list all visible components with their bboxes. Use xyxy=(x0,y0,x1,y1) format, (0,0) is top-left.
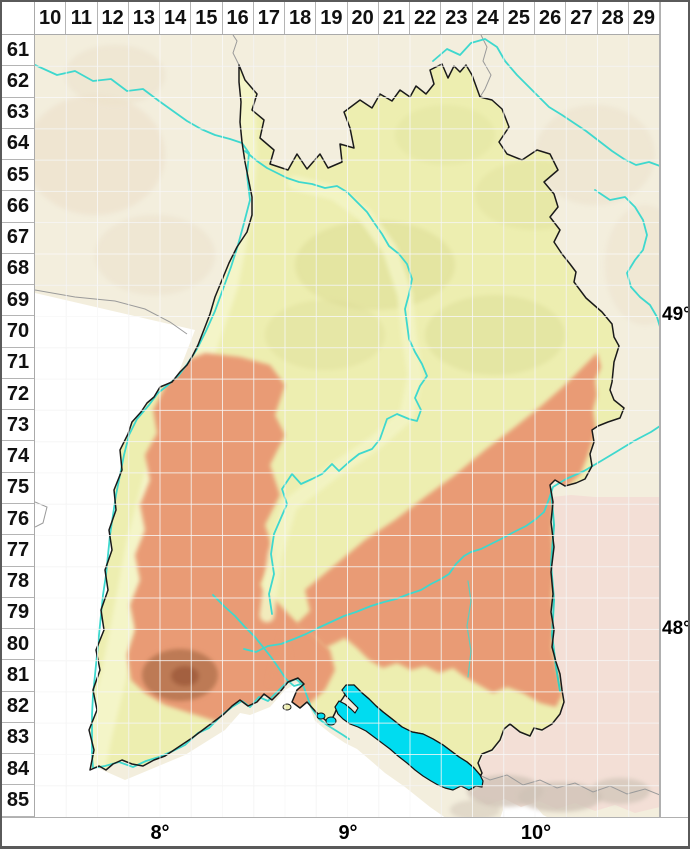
column-label: 21 xyxy=(378,2,410,34)
row-label: 70 xyxy=(2,316,34,348)
column-label: 14 xyxy=(160,2,192,34)
row-label: 76 xyxy=(2,503,34,536)
river-woernitz xyxy=(594,189,660,328)
column-label: 17 xyxy=(253,2,285,34)
column-label: 15 xyxy=(191,2,223,34)
row-label: 68 xyxy=(2,253,34,286)
latitude-label-48: 48° xyxy=(662,618,690,640)
neckar-valley-strip xyxy=(259,175,423,623)
column-label: 23 xyxy=(441,2,473,34)
column-label: 26 xyxy=(535,2,567,34)
column-label: 10 xyxy=(35,2,67,34)
row-label: 65 xyxy=(2,160,34,192)
column-label: 27 xyxy=(566,2,598,34)
bavaria-region xyxy=(471,495,660,813)
row-header: 61 62 63 64 65 66 67 68 69 70 71 72 73 74 75 76 77 78 79 80… xyxy=(2,35,35,817)
column-header: 10 11 12 13 14 15 16 17 18 19 20 21 22 23 24 25 26 27 28 29 xyxy=(35,2,660,35)
row-label: 66 xyxy=(2,191,34,223)
row-label: 61 xyxy=(2,35,34,67)
grid-corner-cell xyxy=(2,2,35,35)
foreign-white-region xyxy=(35,293,547,817)
column-label: 24 xyxy=(472,2,504,34)
row-label: 71 xyxy=(2,347,34,379)
longitude-label-8: 8° xyxy=(150,822,170,844)
row-label: 62 xyxy=(2,66,34,98)
exclave-buesingen xyxy=(282,703,292,711)
row-label: 80 xyxy=(2,629,34,661)
column-label: 12 xyxy=(97,2,129,34)
row-label: 85 xyxy=(2,785,34,817)
column-label: 18 xyxy=(285,2,317,34)
longitude-label-9: 9° xyxy=(338,822,358,844)
outside-terrain-shading xyxy=(35,45,660,325)
latitude-strip xyxy=(660,2,688,846)
latitude-label-49: 49° xyxy=(662,304,690,326)
column-label: 16 xyxy=(222,2,254,34)
row-label: 78 xyxy=(2,566,34,598)
row-label: 74 xyxy=(2,441,34,473)
longitude-strip xyxy=(2,817,688,846)
column-label: 25 xyxy=(503,2,535,34)
river-riss xyxy=(466,580,472,678)
river-iller xyxy=(550,489,561,692)
longitude-label-10: 10° xyxy=(520,822,552,844)
column-label: 29 xyxy=(628,2,660,34)
mtb-grid-lines xyxy=(35,35,660,817)
column-label: 20 xyxy=(347,2,379,34)
terrain-map xyxy=(35,35,660,817)
map-canvas[interactable] xyxy=(35,35,660,817)
row-label: 77 xyxy=(2,535,34,567)
row-label: 69 xyxy=(2,285,34,317)
rivers xyxy=(35,38,660,769)
row-label: 63 xyxy=(2,97,34,129)
river-rhine xyxy=(35,64,350,769)
column-label: 22 xyxy=(410,2,442,34)
row-label: 83 xyxy=(2,722,34,755)
row-label: 75 xyxy=(2,472,34,504)
column-label: 13 xyxy=(128,2,160,34)
river-neckar xyxy=(244,150,428,615)
row-label: 73 xyxy=(2,410,34,442)
row-label: 79 xyxy=(2,597,34,630)
row-label: 81 xyxy=(2,660,34,692)
feldberg-highland xyxy=(142,649,218,701)
column-label: 19 xyxy=(316,2,348,34)
river-main xyxy=(432,38,660,167)
alps-shading xyxy=(450,775,650,817)
row-label: 82 xyxy=(2,691,34,723)
row-label: 84 xyxy=(2,754,34,786)
row-label: 64 xyxy=(2,128,34,161)
column-label: 11 xyxy=(66,2,98,34)
row-label: 67 xyxy=(2,222,34,254)
column-label: 28 xyxy=(597,2,629,34)
row-label: 72 xyxy=(2,378,34,411)
